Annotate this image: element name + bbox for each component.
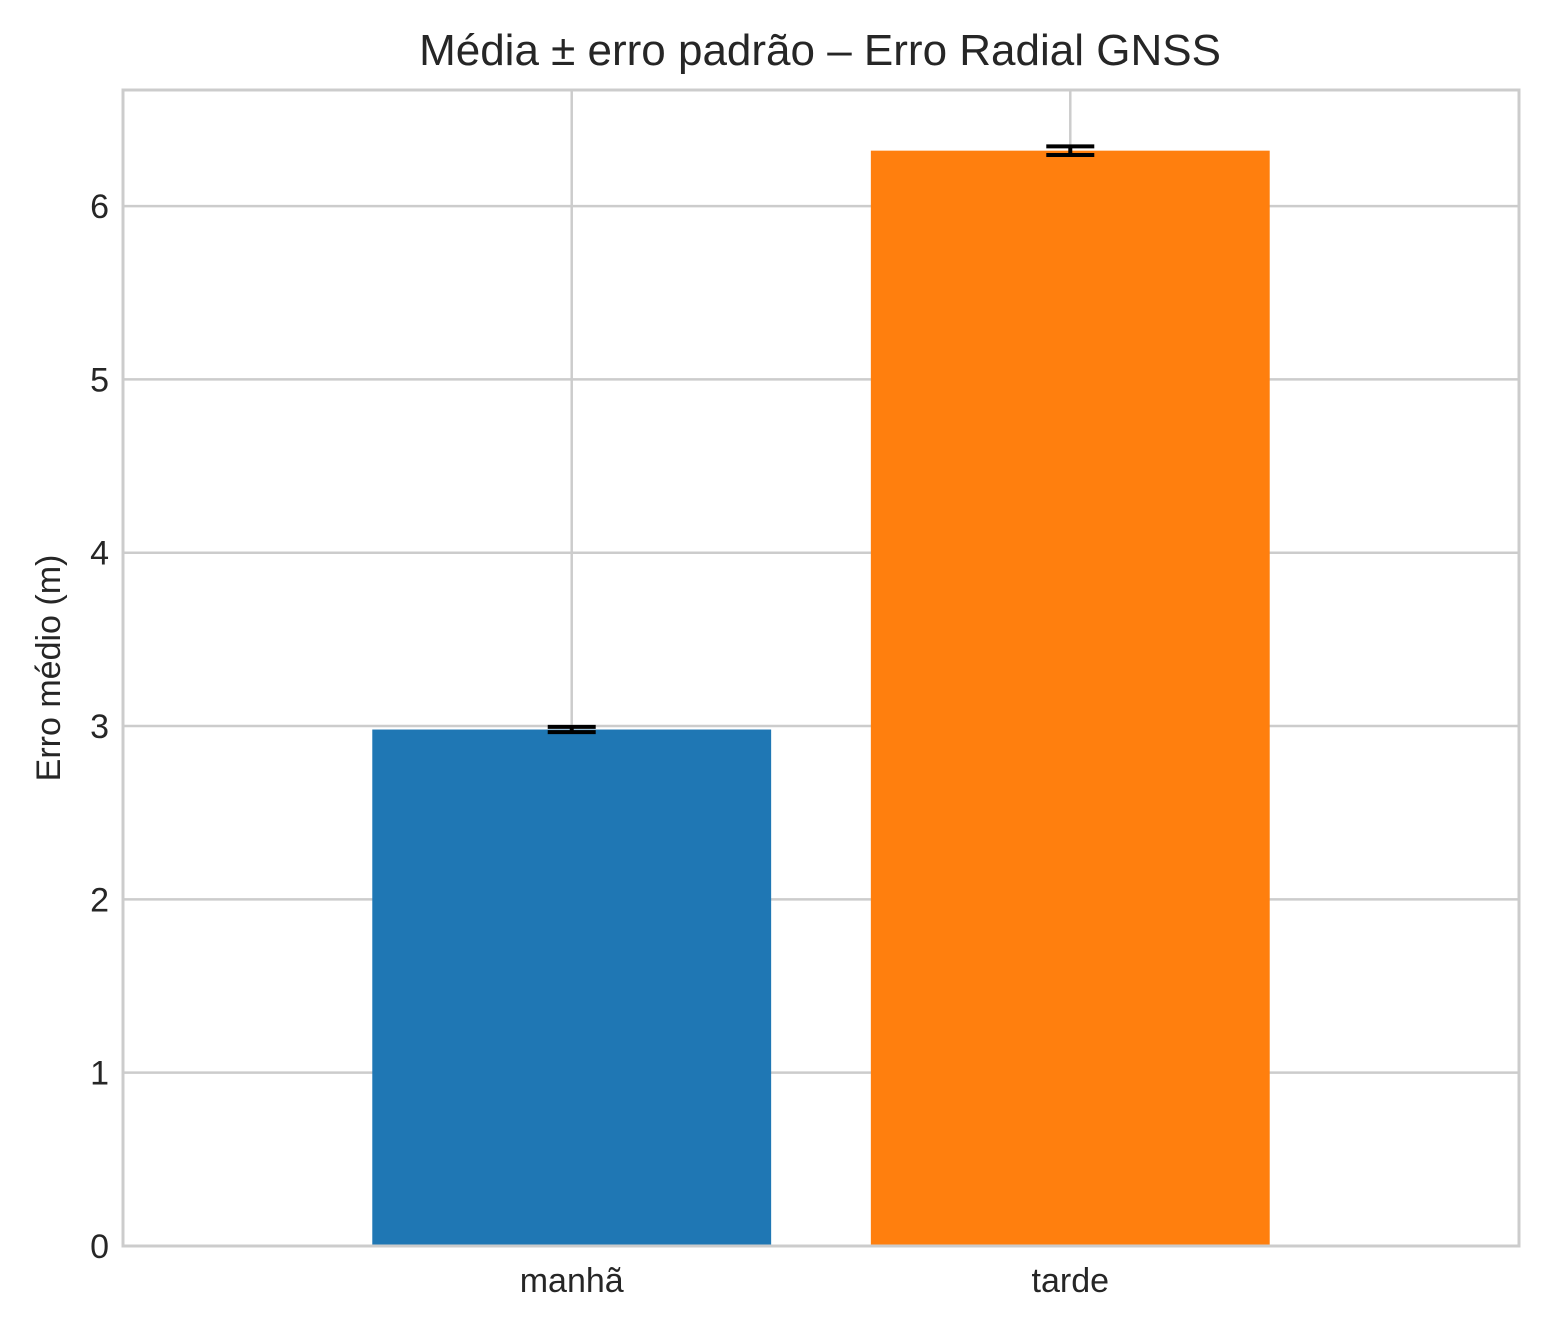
tick-labels-layer: 0 1 2 3 4 5 6 manhã tarde (90, 188, 1109, 1300)
y-tick-label: 3 (90, 708, 109, 746)
y-tick-label: 5 (90, 361, 109, 399)
error-bar (1046, 144, 1095, 157)
bar-first (372, 729, 772, 1246)
chart-title: Média ± erro padrão – Erro Radial GNSS (419, 26, 1221, 75)
x-tick-label: manhã (520, 1262, 624, 1300)
x-tick-label: tarde (1032, 1262, 1110, 1300)
bars-layer (372, 150, 1270, 1246)
y-tick-label: 0 (90, 1228, 109, 1266)
y-tick-label: 2 (90, 881, 109, 919)
y-tick-label: 4 (90, 535, 109, 573)
y-tick-label: 1 (90, 1055, 109, 1093)
error-bar (547, 724, 596, 735)
y-tick-label: 6 (90, 188, 109, 226)
grid-layer (123, 90, 1519, 1248)
error-bars-layer (547, 144, 1095, 735)
bar-second (870, 150, 1270, 1246)
plot-frame (121, 88, 1521, 1248)
y-axis-label: Erro médio (m) (30, 555, 68, 782)
